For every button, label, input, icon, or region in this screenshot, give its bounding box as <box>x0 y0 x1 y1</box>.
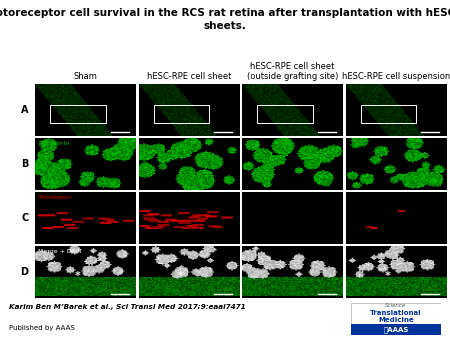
Bar <box>257 105 313 123</box>
Text: Karim Ben M’Barek et al., Sci Transl Med 2017;9:eaai7471: Karim Ben M’Barek et al., Sci Transl Med… <box>9 304 246 310</box>
Text: hESC-RPE cell suspension: hESC-RPE cell suspension <box>342 72 450 81</box>
Text: A: A <box>21 105 28 115</box>
Text: Merge + DAPI: Merge + DAPI <box>38 249 81 254</box>
Text: *: * <box>75 271 81 281</box>
Text: Translational: Translational <box>370 310 422 316</box>
Bar <box>351 324 441 335</box>
Bar <box>361 105 416 123</box>
Text: hESC-RPE cell sheet: hESC-RPE cell sheet <box>147 72 231 81</box>
Text: Rhodopsin: Rhodopsin <box>38 195 71 199</box>
Text: Sham: Sham <box>73 72 98 81</box>
Text: Science: Science <box>385 304 407 309</box>
Text: Fig. 6 Photoreceptor cell survival in the RCS rat retina after transplantation w: Fig. 6 Photoreceptor cell survival in th… <box>0 8 450 31</box>
Text: C: C <box>21 213 28 223</box>
Text: B: B <box>21 159 28 169</box>
Text: Recoverin: Recoverin <box>38 141 69 145</box>
Bar <box>351 303 441 324</box>
Text: D: D <box>20 267 28 277</box>
Text: hESC-RPE cell sheet
(outside grafting site): hESC-RPE cell sheet (outside grafting si… <box>247 62 338 81</box>
Text: *: * <box>385 271 391 281</box>
Text: Medicine: Medicine <box>378 317 414 323</box>
Bar <box>50 105 106 123</box>
Text: ⓂAAAS: ⓂAAAS <box>383 326 409 333</box>
Text: Published by AAAS: Published by AAAS <box>9 324 75 331</box>
Bar <box>154 105 209 123</box>
Text: *: * <box>178 271 184 281</box>
